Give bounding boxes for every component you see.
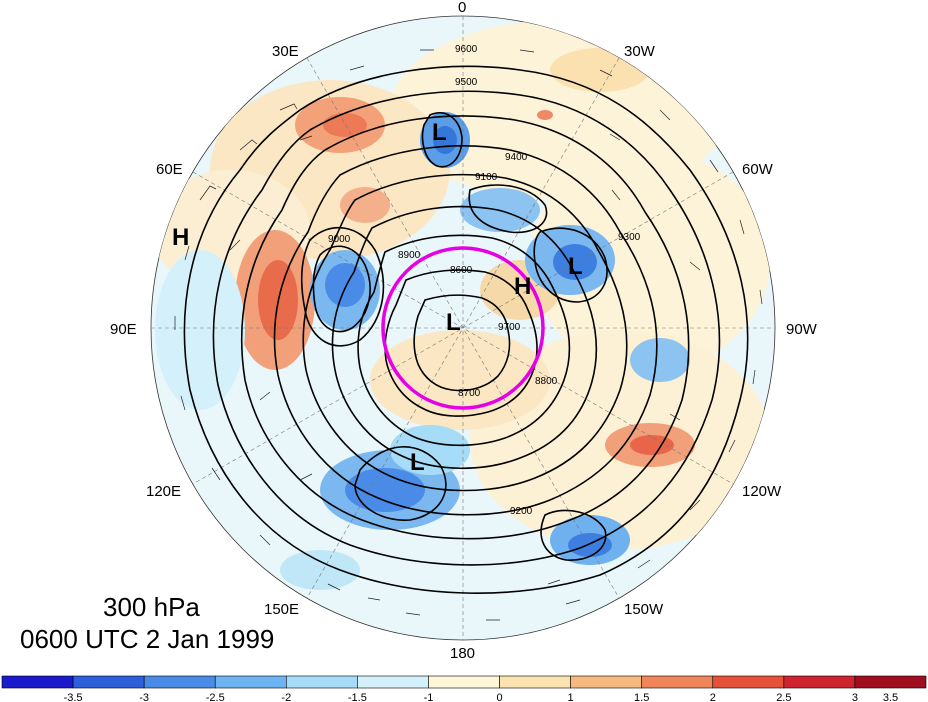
colorbar-swatch xyxy=(1,675,74,689)
colorbar-label: -3.5 xyxy=(64,692,83,702)
pressure-centers: L L L L H H xyxy=(172,119,583,476)
colorbar-label: -2.5 xyxy=(206,692,225,702)
graticule-lines xyxy=(151,16,775,640)
lon-label-90w: 90W xyxy=(786,321,818,338)
level-title: 300 hPa xyxy=(103,592,200,622)
low-center: L xyxy=(568,253,583,280)
low-center: L xyxy=(446,309,461,336)
contour-label: 9300 xyxy=(618,232,641,243)
contour-label: 9000 xyxy=(328,234,351,245)
colorbar-label: 3.5 xyxy=(883,692,898,702)
contour-label: 9700 xyxy=(498,322,521,333)
contour-label: 8600 xyxy=(450,265,473,276)
contour-label-group: 9600 9500 9400 9300 9200 9100 9000 8900 … xyxy=(328,44,641,517)
wind-barbs xyxy=(174,49,763,621)
contour-label: 9100 xyxy=(475,172,498,183)
colorbar-label: -1.5 xyxy=(348,692,367,702)
low-center: L xyxy=(410,449,425,476)
colorbar-label: -3 xyxy=(139,692,149,702)
colorbar-swatch xyxy=(641,675,714,689)
colorbar-swatch xyxy=(357,675,429,689)
longitude-labels: 0 30W 60W 90W 120W 150W 180 150E 120E 90… xyxy=(110,0,818,662)
colorbar-swatch xyxy=(214,675,287,689)
contour-label: 8800 xyxy=(535,376,558,387)
valid-time-title: 0600 UTC 2 Jan 1999 xyxy=(20,624,275,654)
contour-label: 9500 xyxy=(455,77,478,88)
colorbar-label: -1 xyxy=(424,692,434,702)
colorbar: -3.5 -3 -2.5 -2 -1.5 -1 0 1 1.5 2 2.5 3 3.5 xyxy=(1,675,927,702)
contour-label: 9400 xyxy=(505,152,528,163)
lon-label-0: 0 xyxy=(458,0,466,16)
height-contours xyxy=(183,65,749,594)
lon-label-150w: 150W xyxy=(624,601,664,618)
colorbar-swatch xyxy=(286,675,358,689)
contour-label: 9200 xyxy=(510,506,533,517)
lon-label-150e: 150E xyxy=(264,601,299,618)
colorbar-label: 1.5 xyxy=(634,692,649,702)
contour-label: 8700 xyxy=(458,388,481,399)
lon-label-90e: 90E xyxy=(110,321,137,338)
high-center: H xyxy=(514,273,531,300)
colorbar-swatch xyxy=(143,675,216,689)
lon-label-120w: 120W xyxy=(742,483,782,500)
colorbar-swatch xyxy=(783,675,856,689)
contour-label: 8900 xyxy=(398,250,421,261)
highlight-circle xyxy=(381,246,545,410)
colorbar-label: -2 xyxy=(281,692,291,702)
polar-map-disc: 9600 9500 9400 9300 9200 9100 9000 8900 … xyxy=(150,15,776,641)
low-center: L xyxy=(432,119,447,146)
contour-label: 9600 xyxy=(455,44,478,55)
lon-label-120e: 120E xyxy=(146,483,181,500)
colorbar-swatch xyxy=(499,675,571,689)
colorbar-label: 3 xyxy=(852,692,858,702)
lon-label-180: 180 xyxy=(450,645,475,662)
colorbar-label: 1 xyxy=(568,692,574,702)
colorbar-label: 2 xyxy=(710,692,716,702)
colorbar-swatch xyxy=(712,675,785,689)
lon-label-30w: 30W xyxy=(624,43,656,60)
colorbar-swatch xyxy=(570,675,642,689)
high-center: H xyxy=(172,224,189,251)
colorbar-swatch xyxy=(72,675,145,689)
lon-label-60w: 60W xyxy=(742,161,774,178)
lon-label-60e: 60E xyxy=(156,161,183,178)
colorbar-label: 2.5 xyxy=(776,692,791,702)
lon-label-30e: 30E xyxy=(272,43,299,60)
colorbar-swatch xyxy=(854,675,927,689)
colorbar-label: 0 xyxy=(496,692,502,702)
colorbar-swatch xyxy=(428,675,500,689)
